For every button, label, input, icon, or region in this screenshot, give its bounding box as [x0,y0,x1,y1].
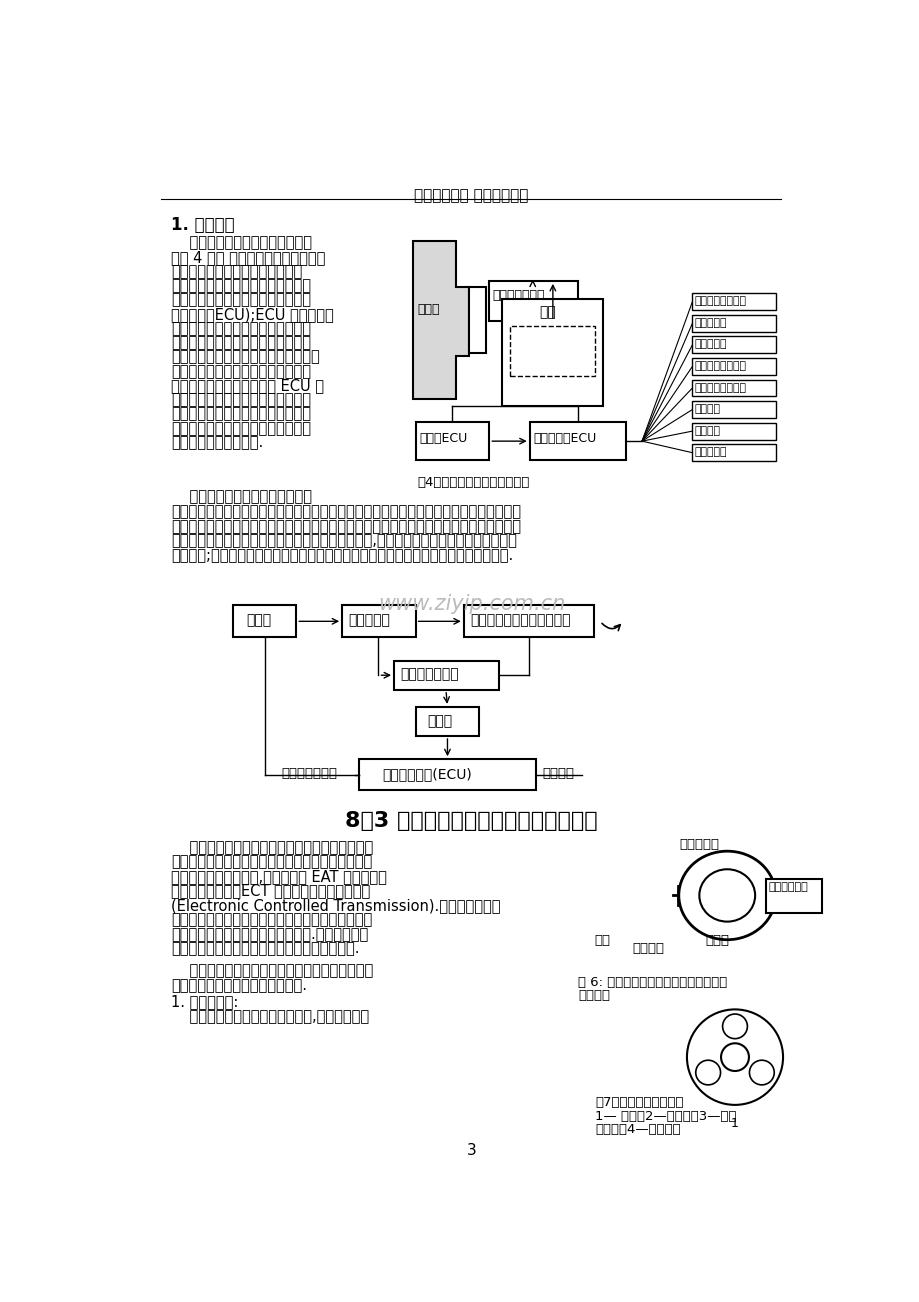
Text: 行星齿轮变速器及执行机构: 行星齿轮变速器及执行机构 [470,613,570,628]
Text: 自动变速器的结构很复杂，不同型号变速器的局: 自动变速器的结构很复杂，不同型号变速器的局 [171,840,372,855]
Text: 电磁阀: 电磁阀 [426,713,452,728]
Text: 1— 齿圈；2—太阳轮；3—行星: 1— 齿圈；2—太阳轮；3—行星 [595,1109,736,1122]
Text: 1: 1 [731,1117,738,1130]
Text: 部结构又有所不同，使得自动变速器的结构多样化所: 部结构又有所不同，使得自动变速器的结构多样化所 [171,854,371,870]
Text: 传感器，将发动机转速、节气门开: 传感器，将发动机转速、节气门开 [171,264,301,279]
Text: 机油泵: 机油泵 [705,934,729,947]
Text: 如图 4 所示 电子控制变速器通过各种: 如图 4 所示 电子控制变速器通过各种 [171,250,324,264]
Text: 的结构复杂，但无论哪种自动变速器，都包括液力变: 的结构复杂，但无论哪种自动变速器，都包括液力变 [171,913,371,927]
FancyBboxPatch shape [233,605,296,638]
Text: 度、车速、发动机水温自动变速器液: 度、车速、发动机水温自动变速器液 [171,279,311,293]
Text: 油压电磁阀等发出电子控制信号；换: 油压电磁阀等发出电子控制信号；换 [171,363,311,379]
Text: 液压控制系统和电子控制系统组成.: 液压控制系统和电子控制系统组成. [171,978,306,993]
Text: 以我们要了解基本概念,掌握共惬如 EAT 是指液控式: 以我们要了解基本概念,掌握共惬如 EAT 是指液控式 [171,868,386,884]
FancyBboxPatch shape [415,707,479,736]
Text: 8。3 电控自动变速器的结构与工作原理: 8。3 电控自动变速器的结构与工作原理 [345,811,597,831]
Text: 自动变速器的缩写ECT 是电子控制变速器的缩写: 自动变速器的缩写ECT 是电子控制变速器的缩写 [171,884,369,898]
Text: 电磁阀: 电磁阀 [533,342,558,357]
Text: 压控制信号，控制换档执行机构的动: 压控制信号，控制换档执行机构的动 [171,421,311,436]
Text: 档电磁阀和油压电磁阀再将 ECU 发: 档电磁阀和油压电磁阀再将 ECU 发 [171,378,323,393]
Text: 最佳燃油经济性规律换档，在具有足够动力的前提下,达到节油、提高舒适性、减少排气污: 最佳燃油经济性规律换档，在具有足够动力的前提下,达到节油、提高舒适性、减少排气污 [171,534,516,548]
Text: 式自动变速器在换档控制系统方面有明显的差异.: 式自动变速器在换档控制系统方面有明显的差异. [171,941,359,957]
Text: 行星齿轮变速器: 行星齿轮变速器 [492,289,544,302]
Text: 齿轮轴；4—行星齿轮: 齿轮轴；4—行星齿轮 [595,1124,680,1137]
Text: www.ziyip.com.cn: www.ziyip.com.cn [378,594,564,613]
Text: 水温传感器: 水温传感器 [694,340,726,349]
Polygon shape [413,241,469,398]
Text: 器中存放的最佳换档规律，选择适当: 器中存放的最佳换档规律，选择适当 [171,336,311,350]
Text: 发动机ECU: 发动机ECU [419,432,468,445]
Text: (Electronic Controlled Transmission).虽然自动变速器: (Electronic Controlled Transmission).虽然自… [171,898,500,913]
Text: 个人收集整理 勿做商业用途: 个人收集整理 勿做商业用途 [414,189,528,203]
Text: 1. 控制原理: 1. 控制原理 [171,216,234,234]
Text: 号，按照设定的换档规律（根据存储: 号，按照设定的换档规律（根据存储 [171,322,311,336]
Text: 作，从而实现自动换档.: 作，从而实现自动换档. [171,435,263,450]
FancyBboxPatch shape [529,422,626,461]
Text: 发动机: 发动机 [246,613,272,628]
Text: 模式开关: 模式开关 [694,426,720,436]
FancyBboxPatch shape [510,326,595,376]
Text: 3: 3 [466,1143,476,1159]
Text: 电控自动变速器由液力变矩器、行星齿轮系统、: 电控自动变速器由液力变矩器、行星齿轮系统、 [171,963,372,978]
FancyBboxPatch shape [358,759,535,790]
FancyBboxPatch shape [488,281,577,322]
Text: 阀板: 阀板 [539,305,556,319]
Text: 发动机: 发动机 [417,302,439,315]
Text: 档位开关: 档位开关 [694,404,720,414]
FancyBboxPatch shape [692,315,776,332]
FancyBboxPatch shape [692,336,776,353]
Text: 出的电子控制信号转变为液压控制信: 出的电子控制信号转变为液压控制信 [171,392,311,408]
Text: 矩器、行星齿轮系统、液压控制系统.液控式和电控: 矩器、行星齿轮系统、液压控制系统.液控式和电控 [171,927,368,941]
Text: 节气门位置传感器: 节气门位置传感器 [694,297,746,306]
FancyBboxPatch shape [342,605,415,638]
FancyBboxPatch shape [469,288,486,353]
Text: 图4：电控自动变速器控制原理: 图4：电控自动变速器控制原理 [417,475,529,488]
Text: 佳排放质量等），可按驾驶员的意图调用相应的规律，实现最佳控制。如正常行驶时可以按: 佳排放质量等），可按驾驶员的意图调用相应的规律，实现最佳控制。如正常行驶时可以按 [171,519,520,534]
FancyBboxPatch shape [692,401,776,418]
Text: 的档位和换档时刻），向换档电磁阀、: 的档位和换档时刻），向换档电磁阀、 [171,349,319,365]
FancyBboxPatch shape [415,422,489,461]
Text: 车速信号: 车速信号 [541,767,573,780]
Text: 自动变速器ECU: 自动变速器ECU [533,432,596,445]
FancyBboxPatch shape [766,879,821,913]
Text: 节气门开度信号: 节气门开度信号 [281,767,337,780]
Text: 发动机转速传感器: 发动机转速传感器 [694,383,746,393]
FancyBboxPatch shape [692,380,776,397]
Text: 电控自动变速器的存储器中存放: 电控自动变速器的存储器中存放 [171,490,312,505]
FancyBboxPatch shape [502,298,603,406]
Text: 电子控制自动变速器的控制原理: 电子控制自动变速器的控制原理 [171,236,312,250]
Text: 制动灯开关: 制动灯开关 [694,448,726,457]
Text: 图7：单排行星齿轮机构: 图7：单排行星齿轮机构 [595,1096,683,1108]
FancyBboxPatch shape [692,423,776,440]
Text: 液力变矩器: 液力变矩器 [348,613,390,628]
Text: 车速传感器: 车速传感器 [694,318,726,328]
FancyBboxPatch shape [692,444,776,461]
Text: 行星齿轮装置: 行星齿轮装置 [767,883,807,892]
Text: 换挡阀及锁止阀: 换挡阀及锁止阀 [400,668,459,681]
FancyBboxPatch shape [692,293,776,310]
Text: 液压油温度传感器: 液压油温度传感器 [694,361,746,371]
FancyBboxPatch shape [692,358,776,375]
FancyBboxPatch shape [463,605,594,638]
Text: 电子控制单元(ECU): 电子控制单元(ECU) [382,767,471,781]
Text: 号，阀板中的各个控制阀根据这些液: 号，阀板中的各个控制阀根据这些液 [171,406,311,422]
Text: 压油温等参数转变为电信号，并输入: 压油温等参数转变为电信号，并输入 [171,293,311,307]
Text: 接示意图: 接示意图 [578,990,610,1003]
Text: 1. 液力变矩器:: 1. 液力变矩器: [171,993,238,1009]
Text: 着几种不同的换档规律（如最佳动力性、最佳经济性以及各种加速行驶时的最佳经济性、最: 着几种不同的换档规律（如最佳动力性、最佳经济性以及各种加速行驶时的最佳经济性、最 [171,504,520,519]
Text: 电控单元（ECU);ECU 根据这些信: 电控单元（ECU);ECU 根据这些信 [171,307,334,322]
Text: 图 6: 液力变矩器与发动机、变速器的连: 图 6: 液力变矩器与发动机、变速器的连 [578,976,727,990]
Text: 液力变矩器: 液力变矩器 [678,837,719,850]
FancyBboxPatch shape [393,660,498,690]
Text: 曲轴: 曲轴 [594,934,609,947]
Text: 变矩器内部充满了自动变速器油,利用液体循环: 变矩器内部充满了自动变速器油,利用液体循环 [171,1009,369,1025]
Text: 染的目的;而需要爬坡、加速、超车时，可按最佳动力性规律换档，以保证最高的动力性.: 染的目的;而需要爬坡、加速、超车时，可按最佳动力性规律换档，以保证最高的动力性. [171,548,513,564]
Text: 驱动端盖: 驱动端盖 [632,941,664,954]
